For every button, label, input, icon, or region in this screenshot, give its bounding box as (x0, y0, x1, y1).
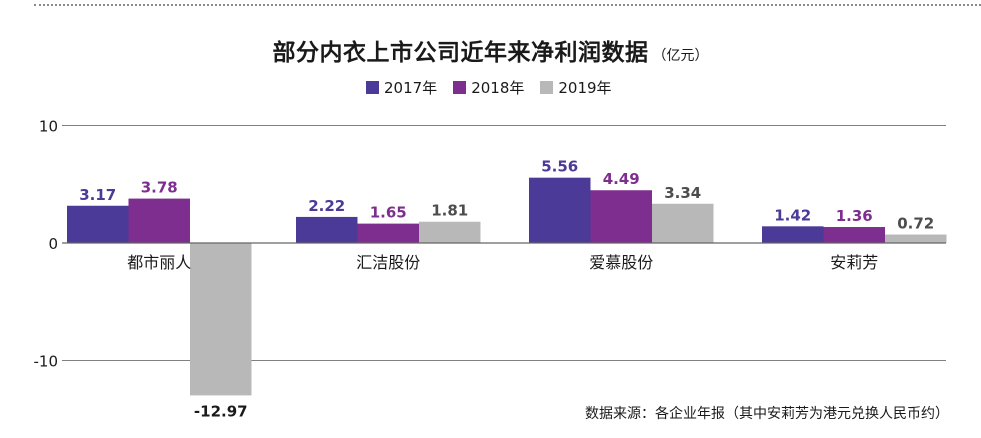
legend-item-2017: 2017年 (366, 77, 437, 98)
data-label: 1.81 (431, 202, 468, 220)
legend-label-2017: 2017年 (384, 78, 438, 97)
source-note: 数据来源：各企业年报（其中安莉芳为港元兑换人民币约） (585, 406, 949, 422)
bar (590, 190, 652, 243)
data-label: 3.17 (79, 186, 116, 204)
data-label: 5.56 (541, 158, 578, 176)
bar (823, 227, 885, 243)
legend-label-2019: 2019年 (558, 78, 612, 97)
category-label: 都市丽人 (127, 253, 191, 272)
legend-item-2018: 2018年 (453, 77, 524, 98)
bar (885, 234, 947, 243)
legend-swatch-2018 (453, 80, 467, 94)
bar (419, 221, 481, 243)
chart-title-text: 部分内衣上市公司近年来净利润数据 (272, 40, 649, 66)
bar (67, 205, 129, 243)
y-tick-label: -10 (34, 353, 59, 371)
data-label: -12.97 (194, 402, 248, 420)
data-label: 1.65 (370, 204, 407, 222)
legend-swatch-2017 (366, 80, 379, 94)
bar (190, 243, 252, 396)
top-dotted-border (34, 4, 981, 6)
data-label: 0.72 (897, 215, 934, 233)
legend-item-2019: 2019年 (540, 77, 612, 98)
legend-swatch-2019 (540, 80, 554, 94)
category-label: 爱慕股份 (589, 253, 653, 272)
y-tick-label: 10 (39, 118, 58, 136)
bar (128, 198, 190, 243)
chart-unit: （亿元） (652, 48, 709, 64)
bar (529, 177, 591, 243)
legend-label-2018: 2018年 (471, 78, 525, 97)
bar (357, 223, 419, 243)
category-label: 汇洁股份 (356, 253, 420, 272)
bar (652, 203, 714, 243)
bar (296, 216, 358, 243)
chart-legend: 2017年 2018年 2019年 (366, 77, 628, 98)
category-label: 安莉芳 (830, 253, 878, 272)
data-label: 4.49 (603, 170, 640, 188)
bar (762, 226, 824, 243)
chart-title: 部分内衣上市公司近年来净利润数据 （亿元） (0, 33, 981, 67)
y-tick-label: 0 (48, 235, 58, 253)
data-label: 2.22 (308, 197, 345, 215)
data-label: 1.42 (774, 206, 811, 224)
data-label: 3.78 (141, 179, 178, 197)
data-label: 3.34 (664, 184, 701, 202)
data-label: 1.36 (836, 207, 873, 225)
